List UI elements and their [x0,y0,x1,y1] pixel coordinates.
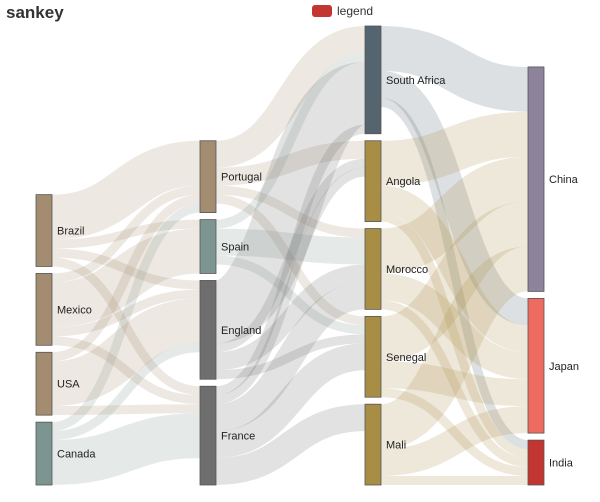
node-label-china: China [549,174,579,186]
node-label-south-africa: South Africa [386,75,446,87]
sankey-node-spain[interactable] [199,219,217,274]
sankey-link-morocco-to-japan[interactable] [380,273,529,380]
legend[interactable]: legend [312,4,373,18]
sankey-link-angola-to-china[interactable] [380,111,529,186]
sankey-node-japan[interactable] [527,298,545,434]
sankey-node-brazil[interactable] [35,194,53,267]
sankey-link-mexico-to-england[interactable] [51,289,201,337]
sankey-node-england[interactable] [199,280,217,380]
sankey-link-france-to-angola[interactable] [215,167,366,405]
sankey-link-england-to-south-africa[interactable] [211,61,370,344]
sankey-link-mali-to-japan[interactable] [380,406,529,477]
sankey-node-portugal[interactable] [199,140,217,213]
sankey-node-south-africa[interactable] [364,25,382,135]
node-label-mexico: Mexico [57,304,92,316]
sankey-link-france-to-senegal[interactable] [215,343,366,459]
sankey-link-mexico-to-france[interactable] [51,336,201,405]
sankey-link-angola-to-japan[interactable] [379,185,530,353]
sankey-link-england-to-morocco[interactable] [215,264,366,371]
sankey-link-canada-to-portugal[interactable] [51,203,201,432]
sankey-link-spain-to-senegal[interactable] [215,255,366,335]
node-label-india: India [549,458,574,470]
sankey-link-usa-to-portugal[interactable] [51,194,201,362]
node-label-angola: Angola [386,176,421,188]
sankey-node-usa[interactable] [35,351,53,416]
node-label-portugal: Portugal [221,172,262,184]
sankey-link-portugal-to-morocco[interactable] [215,185,366,238]
sankey-link-england-to-senegal[interactable] [215,334,366,380]
sankey-link-morocco-to-india[interactable] [380,300,529,468]
sankey-link-mexico-to-portugal[interactable] [51,185,201,283]
node-label-spain: Spain [221,242,249,254]
sankey-link-mexico-to-spain[interactable] [51,228,201,328]
sankey-link-england-to-angola[interactable] [215,158,366,353]
nodes-layer [35,25,545,486]
sankey-link-canada-to-england[interactable] [51,343,201,441]
sankey-link-brazil-to-spain[interactable] [51,219,201,249]
sankey-link-mali-to-china[interactable] [378,246,531,450]
legend-label: legend [337,4,374,18]
sankey-link-south-africa-to-india[interactable] [380,97,529,450]
sankey-node-mexico[interactable] [35,273,53,346]
node-label-mali: Mali [386,440,406,452]
sankey-link-france-to-mali[interactable] [215,404,366,485]
sankey-link-south-africa-to-japan[interactable] [379,70,530,326]
sankey-link-brazil-to-england[interactable] [51,248,201,290]
chart-title: sankey [6,3,64,22]
sankey-link-senegal-to-china[interactable] [379,201,530,362]
legend-swatch [312,5,332,17]
node-label-morocco: Morocco [386,264,428,276]
node-label-usa: USA [57,379,80,391]
node-label-brazil: Brazil [57,226,85,238]
sankey-link-angola-to-india[interactable] [380,212,529,459]
sankey-node-senegal[interactable] [364,315,382,398]
sankey-node-canada[interactable] [35,421,53,486]
node-label-france: France [221,431,255,443]
links-layer [50,26,531,485]
sankey-link-usa-to-england[interactable] [50,298,202,407]
sankey-link-morocco-to-china[interactable] [379,156,530,274]
sankey-link-spain-to-south-africa[interactable] [215,52,366,229]
sankey-link-brazil-to-france[interactable] [51,257,201,396]
sankey-node-mali[interactable] [364,403,382,486]
node-label-canada: Canada [57,449,96,461]
sankey-link-france-to-morocco[interactable] [214,282,367,432]
sankey-link-canada-to-france[interactable] [51,413,201,485]
sankey-link-portugal-to-south-africa[interactable] [214,26,367,168]
sankey-link-brazil-to-portugal[interactable] [51,140,201,240]
sankey-node-india[interactable] [527,439,545,486]
sankey-node-france[interactable] [199,385,217,486]
node-label-senegal: Senegal [386,352,426,364]
sankey-link-spain-to-morocco[interactable] [215,228,366,265]
sankey-link-portugal-to-angola[interactable] [215,140,366,186]
sankey-node-morocco[interactable] [364,228,382,310]
labels-layer: Brazil Mexico USA Canada Portugal Spain Englan… [57,75,579,470]
sankey-link-senegal-to-japan[interactable] [380,361,529,407]
node-label-japan: Japan [549,361,579,373]
sankey-link-usa-to-france[interactable] [51,404,201,416]
sankey-link-senegal-to-india[interactable] [380,388,529,477]
sankey-link-portugal-to-senegal[interactable] [215,194,366,326]
sankey-node-angola[interactable] [364,140,382,222]
node-label-england: England [221,325,261,337]
sankey-link-south-africa-to-china[interactable] [380,26,529,112]
sankey-node-china[interactable] [527,66,545,292]
sankey-link-france-to-south-africa[interactable] [215,124,366,396]
